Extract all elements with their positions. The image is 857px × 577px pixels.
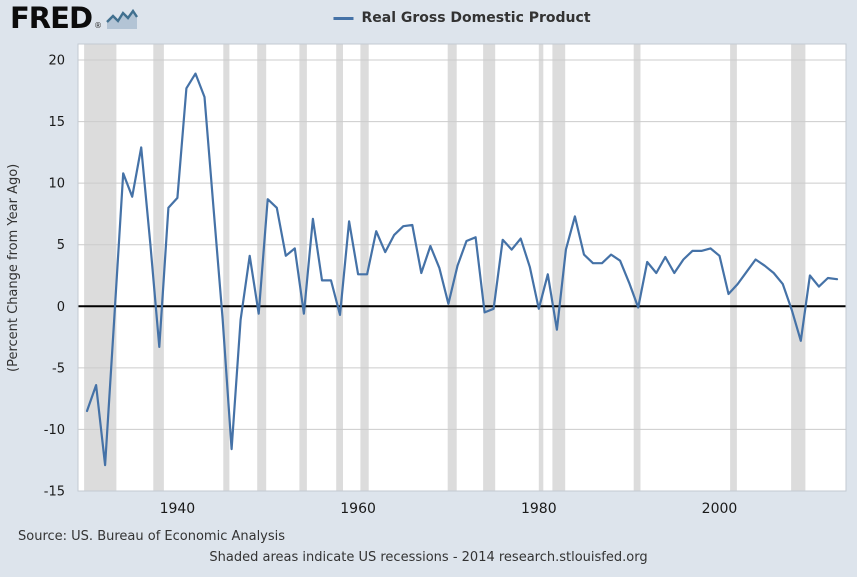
chart-legend: Real Gross Domestic Product	[333, 10, 591, 26]
y-tick-label: 0	[57, 300, 65, 315]
legend-series-label: Real Gross Domestic Product	[361, 10, 591, 26]
recession-note: Shaded areas indicate US recessions - 20…	[209, 550, 648, 565]
y-tick-label: 5	[57, 238, 65, 253]
x-tick-label: 1960	[340, 501, 376, 517]
recession-band	[153, 44, 164, 491]
recession-band	[730, 44, 737, 491]
y-tick-label: -15	[44, 485, 65, 500]
x-tick-label: 1940	[160, 501, 196, 517]
x-tick-label: 1980	[521, 501, 557, 517]
fred-logo: FRED ®	[10, 1, 139, 35]
recession-band	[360, 44, 369, 491]
y-tick-label: 20	[48, 54, 65, 69]
recession-band	[336, 44, 343, 491]
y-axis-title: (Percent Change from Year Ago)	[6, 163, 21, 372]
recession-band	[538, 44, 544, 491]
fred-logo-text: FRED	[10, 1, 93, 35]
source-note: Source: US. Bureau of Economic Analysis	[18, 529, 286, 544]
x-tick-label: 2000	[702, 501, 738, 517]
y-tick-label: -10	[44, 423, 65, 438]
recession-band	[791, 44, 806, 491]
recession-band	[552, 44, 566, 491]
plot-border	[77, 43, 847, 492]
y-tick-label: 15	[48, 115, 65, 130]
recession-band	[223, 44, 230, 491]
recession-band	[447, 44, 457, 491]
recession-band	[633, 44, 641, 491]
y-tick-label: -5	[52, 361, 65, 376]
registered-trademark-symbol: ®	[94, 20, 103, 30]
recession-band	[299, 44, 307, 491]
legend-line-swatch	[333, 16, 354, 20]
recession-band	[483, 44, 496, 491]
fred-sparkline-icon	[106, 8, 139, 29]
y-tick-label: 10	[48, 177, 65, 192]
gdp-series-line	[85, 72, 839, 467]
